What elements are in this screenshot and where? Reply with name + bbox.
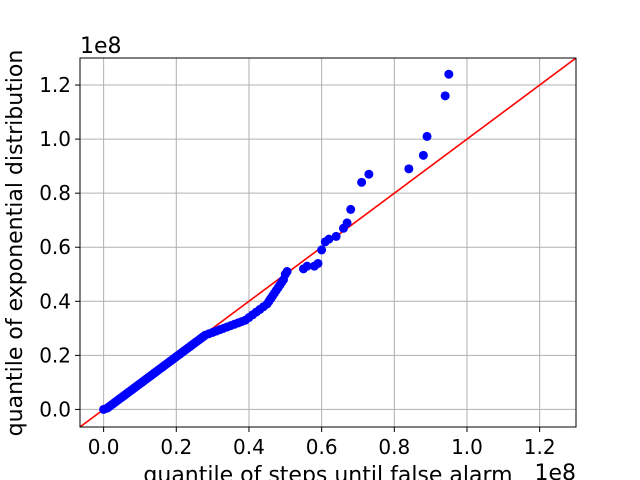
- data-point: [282, 267, 292, 277]
- axes-frame: [79, 57, 577, 428]
- data-point: [302, 261, 312, 271]
- y-tick-label: 1.0: [39, 127, 71, 151]
- x-tick-label: 0.2: [160, 435, 192, 459]
- data-point: [346, 204, 356, 214]
- data-point: [404, 164, 414, 174]
- data-point: [357, 177, 367, 187]
- x-tick-label: 0.0: [88, 435, 120, 459]
- data-point: [364, 169, 374, 179]
- x-tick-label: 0.8: [378, 435, 410, 459]
- data-point: [342, 218, 352, 228]
- data-point: [422, 131, 432, 141]
- y-axis: 0.0 0.2 0.4 0.6 0.8 1.0 1.2: [39, 73, 80, 421]
- x-tick-label: 1.0: [451, 435, 483, 459]
- data-point: [444, 69, 454, 79]
- x-tick-label: 0.4: [233, 435, 265, 459]
- x-tick-label: 1.2: [524, 435, 556, 459]
- y-tick-label: 0.4: [39, 289, 71, 313]
- x-axis: 0.0 0.2 0.4 0.6 0.8 1.0 1.2: [88, 427, 556, 459]
- y-tick-label: 0.2: [39, 343, 71, 367]
- x-axis-label: quantile of steps until false alarm: [143, 463, 512, 480]
- y-tick-label: 0.0: [39, 397, 71, 421]
- y-tick-label: 1.2: [39, 73, 71, 97]
- data-point: [440, 91, 450, 101]
- data-point: [313, 258, 323, 268]
- x-offset-label: 1e8: [534, 461, 576, 480]
- y-axis-label: quantile of exponential distribution: [3, 50, 28, 437]
- data-point: [331, 231, 341, 241]
- grid: [80, 58, 576, 427]
- y-tick-label: 0.6: [39, 235, 71, 259]
- data-point: [418, 150, 428, 160]
- y-offset-label: 1e8: [80, 34, 122, 59]
- data-point: [324, 234, 334, 244]
- points-layer: [99, 69, 454, 414]
- data-point: [317, 245, 327, 255]
- x-tick-label: 0.6: [306, 435, 338, 459]
- y-tick-label: 0.8: [39, 181, 71, 205]
